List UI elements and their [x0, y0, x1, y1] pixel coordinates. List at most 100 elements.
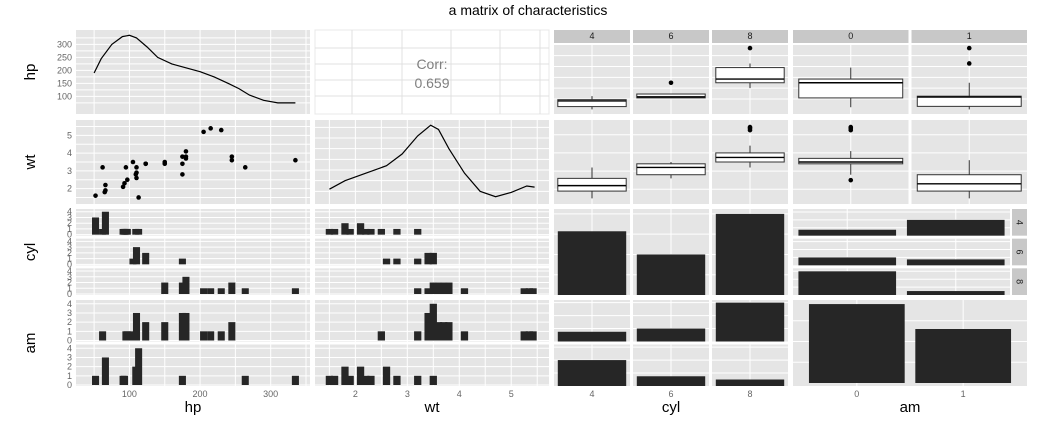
tick-label-wt: 5: [67, 130, 72, 140]
cyl-by-am-bar: [557, 360, 627, 386]
hp-hist-am-bar: [291, 375, 299, 385]
hp-hist-am-bar: [142, 322, 150, 341]
tick-label-hp-density: 300: [57, 39, 72, 49]
hp-hist-cyl-bar: [123, 228, 131, 235]
wt-hist-am-bar: [460, 331, 469, 341]
tick-label-count: 2: [67, 362, 72, 372]
y-axis-title-cyl: cyl: [22, 243, 39, 261]
tick-label-hp-density: 200: [57, 65, 72, 75]
am-by-cyl-bar: [906, 219, 1005, 236]
tick-label-cyl: 8: [747, 389, 752, 399]
hp-by-am-box-1: [916, 95, 1022, 107]
wt-hist-cyl-bar: [393, 228, 401, 235]
facet-strip-label: 0: [848, 31, 853, 41]
scatter-point: [218, 127, 224, 133]
scatter-point: [130, 159, 136, 165]
wt-hist-am-bar: [434, 322, 443, 341]
wt-hist-cyl-bar: [356, 223, 365, 235]
y-axis-title-am: am: [22, 333, 39, 354]
scatter-point: [162, 161, 168, 167]
chart-title: a matrix of characteristics: [449, 2, 608, 18]
am-by-cyl-bar: [798, 229, 897, 236]
tick-label-cyl: 6: [668, 389, 673, 399]
x-axis-title-cyl: cyl: [662, 399, 680, 416]
wt-hist-cyl-bar: [414, 258, 422, 265]
hp-by-am-outlier: [966, 45, 972, 51]
tick-label-hp: 300: [263, 389, 278, 399]
hp-hist-am-bar: [135, 348, 143, 385]
tick-label-am: 1: [961, 389, 966, 399]
cyl-by-am-bar: [715, 379, 785, 386]
wt-hist-cyl-bar: [393, 258, 401, 265]
wt-by-am-box-0: [798, 157, 904, 165]
wt-hist-cyl-bar: [382, 258, 391, 265]
scatter-point: [136, 195, 141, 200]
y-axis-title-wt: wt: [22, 154, 39, 171]
tick-label-hp: 100: [122, 389, 137, 399]
hp-density-line: [93, 34, 296, 104]
wt-hist-cyl-bar: [367, 228, 375, 235]
scatter-point: [103, 182, 108, 188]
tick-label-count: 3: [67, 212, 72, 222]
tick-label-count: 1: [67, 254, 72, 264]
facet-strip-label: 1: [967, 31, 972, 41]
hp-hist-cyl-bar: [92, 217, 100, 235]
facet-strip-label: 6: [668, 31, 673, 41]
tick-label-count: 4: [67, 343, 72, 353]
scatter-point: [242, 165, 248, 170]
wt-hist-am-bar: [440, 322, 448, 341]
wt-hist-am-bar: [445, 322, 453, 341]
wt-hist-cyl-bar: [346, 228, 354, 235]
wt-hist-am-bar: [325, 375, 334, 385]
hp-hist-cyl-bar: [217, 288, 225, 294]
hp-by-cyl-outlier: [747, 45, 753, 51]
wt-hist-cyl-bar: [414, 288, 422, 294]
wt-hist-cyl-bar: [414, 228, 422, 235]
facet-strip-label: 8: [747, 31, 752, 41]
cyl-by-am-bar: [636, 328, 706, 342]
hp-density-panel: [76, 30, 310, 114]
wt-hist-cyl-bar: [330, 228, 339, 235]
am-by-cyl-bar: [798, 271, 897, 295]
facet-strip: [911, 30, 1027, 43]
scatter-point: [134, 175, 139, 181]
wt-hist-cyl-bar: [429, 282, 437, 294]
facet-strip: [633, 30, 709, 43]
tick-label-count: 1: [67, 371, 72, 381]
wt-by-am-outlier: [848, 124, 854, 130]
tick-label-count: 0: [67, 336, 72, 346]
facet-strip: [712, 30, 788, 43]
tick-label-wt-x: 3: [405, 389, 410, 399]
tick-label-count: 3: [67, 308, 72, 318]
wt-hist-cyl-bar: [434, 282, 443, 294]
correlation-value: 0.659: [414, 75, 449, 91]
wt-hist-am-bar: [429, 303, 437, 341]
wt-hist-cyl-bar: [325, 228, 334, 235]
cyl-count-bar-8: [715, 213, 785, 295]
x-axis-title-wt: wt: [424, 399, 441, 416]
tick-label-wt: 2: [67, 184, 72, 194]
tick-label-count: 0: [67, 289, 72, 299]
wt-hist-am-bar: [346, 375, 354, 385]
wt-hist-cyl-bar: [529, 288, 537, 294]
wt-hist-cyl-bar: [440, 282, 448, 294]
wt-hist-cyl-bar: [429, 252, 437, 265]
tick-label-count: 4: [67, 207, 72, 217]
hp-by-cyl-outlier: [668, 80, 674, 86]
tick-label-count: 1: [67, 224, 72, 234]
tick-label-count: 4: [67, 266, 72, 276]
hp-hist-cyl-bar: [241, 288, 249, 294]
hp-hist-cyl-bar: [200, 288, 208, 294]
am-by-cyl-bar: [906, 291, 1005, 295]
scatter-point: [183, 154, 189, 159]
wt-hist-am-bar: [529, 331, 537, 341]
tick-label-count: 1: [67, 326, 72, 336]
hp-hist-cyl-bar: [142, 252, 150, 265]
scatter-point: [134, 170, 139, 175]
hp-hist-cyl-bar: [161, 282, 169, 294]
cyl-by-am-bar: [636, 376, 706, 386]
hp-hist-cyl-facet-bg: [76, 209, 310, 236]
x-axis-title-am: am: [900, 399, 921, 416]
wt-hist-cyl-bar: [362, 228, 370, 235]
